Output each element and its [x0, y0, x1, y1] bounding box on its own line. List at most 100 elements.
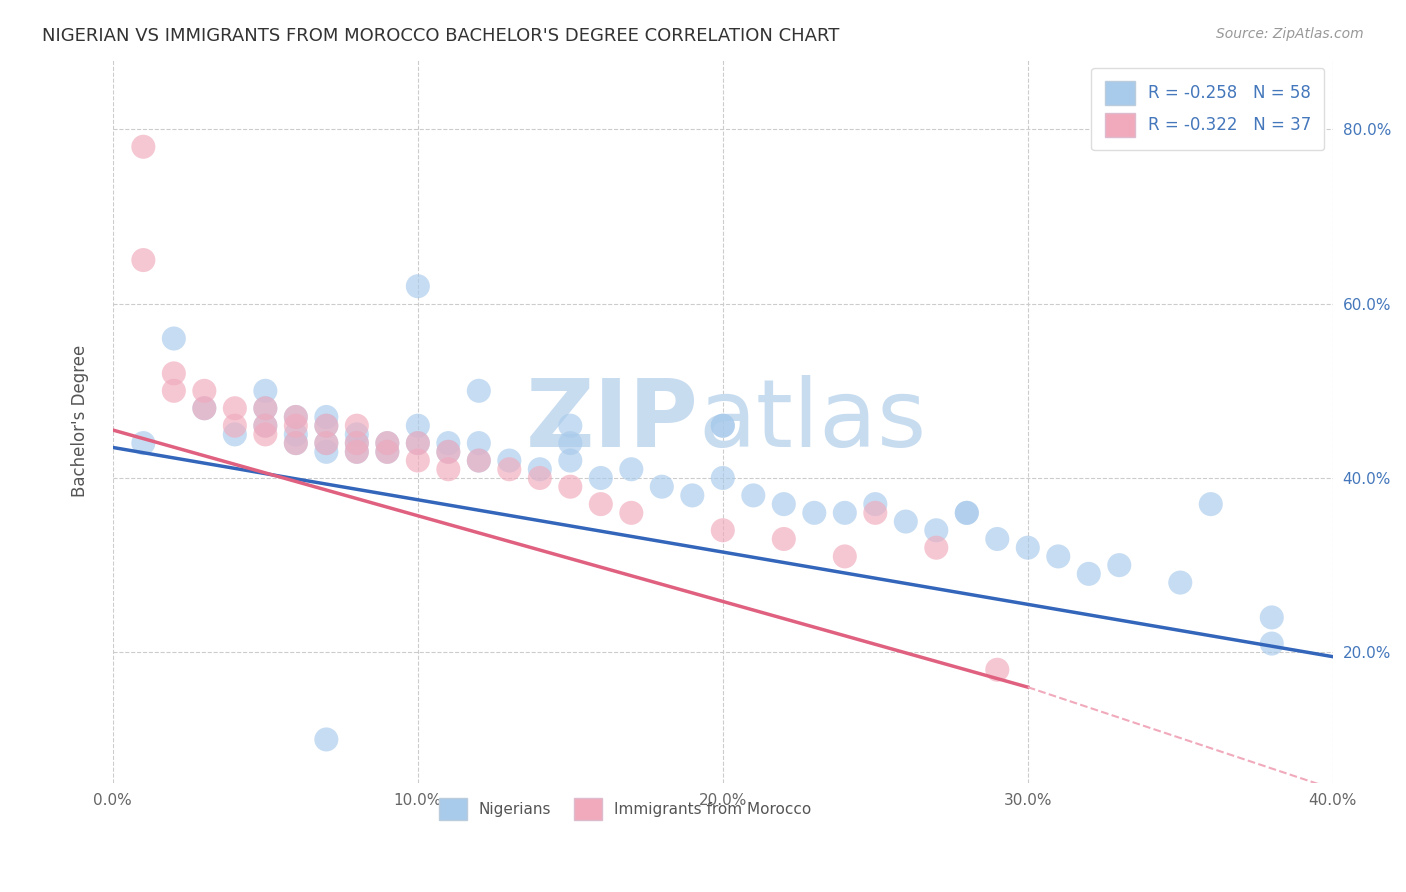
- Point: [1168, 575, 1191, 590]
- Point: [284, 418, 307, 433]
- Point: [193, 401, 215, 416]
- Point: [529, 462, 551, 476]
- Point: [406, 453, 429, 467]
- Point: [865, 506, 887, 520]
- Point: [1108, 558, 1130, 573]
- Point: [1017, 541, 1039, 555]
- Point: [711, 471, 734, 485]
- Point: [193, 384, 215, 398]
- Point: [284, 409, 307, 424]
- Point: [254, 427, 277, 442]
- Point: [1047, 549, 1070, 564]
- Point: [925, 523, 948, 537]
- Point: [375, 436, 398, 450]
- Point: [406, 436, 429, 450]
- Point: [651, 480, 673, 494]
- Point: [375, 445, 398, 459]
- Point: [498, 462, 520, 476]
- Point: [224, 418, 246, 433]
- Point: [254, 418, 277, 433]
- Point: [284, 436, 307, 450]
- Text: Source: ZipAtlas.com: Source: ZipAtlas.com: [1216, 27, 1364, 41]
- Point: [375, 436, 398, 450]
- Point: [865, 497, 887, 511]
- Point: [315, 732, 337, 747]
- Point: [681, 488, 703, 502]
- Point: [193, 401, 215, 416]
- Point: [132, 253, 155, 268]
- Point: [346, 445, 368, 459]
- Point: [346, 436, 368, 450]
- Point: [254, 384, 277, 398]
- Point: [834, 506, 856, 520]
- Point: [437, 462, 460, 476]
- Point: [468, 384, 491, 398]
- Text: NIGERIAN VS IMMIGRANTS FROM MOROCCO BACHELOR'S DEGREE CORRELATION CHART: NIGERIAN VS IMMIGRANTS FROM MOROCCO BACH…: [42, 27, 839, 45]
- Point: [986, 663, 1008, 677]
- Point: [589, 471, 612, 485]
- Point: [529, 471, 551, 485]
- Point: [163, 332, 186, 346]
- Point: [468, 436, 491, 450]
- Point: [254, 418, 277, 433]
- Point: [406, 418, 429, 433]
- Point: [315, 409, 337, 424]
- Point: [315, 436, 337, 450]
- Legend: Nigerians, Immigrants from Morocco: Nigerians, Immigrants from Morocco: [433, 792, 817, 826]
- Text: ZIP: ZIP: [526, 376, 699, 467]
- Point: [711, 523, 734, 537]
- Y-axis label: Bachelor's Degree: Bachelor's Degree: [72, 345, 89, 498]
- Point: [315, 418, 337, 433]
- Point: [437, 436, 460, 450]
- Point: [346, 427, 368, 442]
- Point: [437, 445, 460, 459]
- Point: [315, 436, 337, 450]
- Point: [406, 436, 429, 450]
- Point: [468, 453, 491, 467]
- Point: [163, 384, 186, 398]
- Point: [620, 506, 643, 520]
- Point: [132, 436, 155, 450]
- Point: [560, 480, 582, 494]
- Point: [163, 367, 186, 381]
- Point: [437, 445, 460, 459]
- Point: [956, 506, 979, 520]
- Point: [620, 462, 643, 476]
- Point: [224, 427, 246, 442]
- Point: [346, 436, 368, 450]
- Point: [560, 418, 582, 433]
- Point: [711, 418, 734, 433]
- Point: [772, 497, 794, 511]
- Point: [254, 401, 277, 416]
- Point: [284, 427, 307, 442]
- Point: [956, 506, 979, 520]
- Point: [1077, 566, 1099, 581]
- Point: [284, 409, 307, 424]
- Point: [834, 549, 856, 564]
- Point: [346, 418, 368, 433]
- Text: atlas: atlas: [699, 376, 927, 467]
- Point: [986, 532, 1008, 546]
- Point: [1261, 610, 1284, 624]
- Point: [284, 436, 307, 450]
- Point: [742, 488, 765, 502]
- Point: [406, 279, 429, 293]
- Point: [254, 401, 277, 416]
- Point: [772, 532, 794, 546]
- Point: [925, 541, 948, 555]
- Point: [589, 497, 612, 511]
- Point: [315, 418, 337, 433]
- Point: [1199, 497, 1222, 511]
- Point: [803, 506, 825, 520]
- Point: [346, 445, 368, 459]
- Point: [468, 453, 491, 467]
- Point: [711, 418, 734, 433]
- Point: [132, 140, 155, 154]
- Point: [560, 436, 582, 450]
- Point: [894, 515, 917, 529]
- Point: [375, 445, 398, 459]
- Point: [1261, 637, 1284, 651]
- Point: [560, 453, 582, 467]
- Point: [498, 453, 520, 467]
- Point: [224, 401, 246, 416]
